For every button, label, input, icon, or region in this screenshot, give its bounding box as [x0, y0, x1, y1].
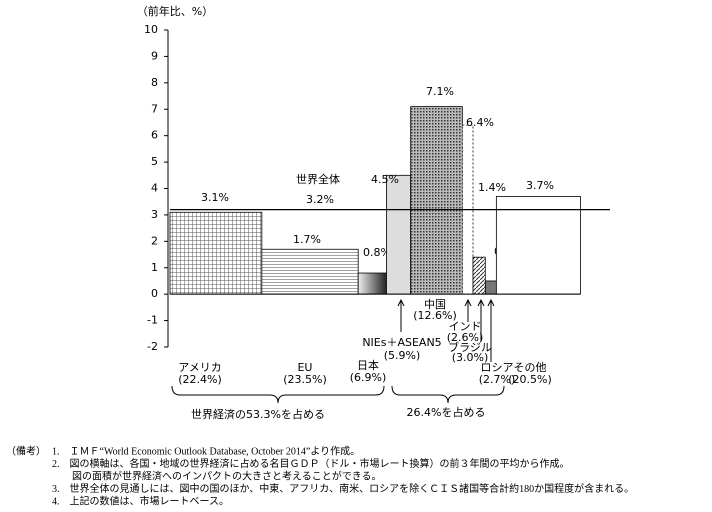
bar [495, 196, 581, 295]
note-line: 2. 図の横軸は、各国・地域の世界経済に占める名目ＧＤＰ（ドル・市場レート換算）… [52, 457, 570, 470]
y-tick-label: -1 [147, 314, 158, 327]
y-tick-label: 1 [151, 261, 158, 274]
category-label: ロシア [481, 361, 514, 374]
share-label: (6.9%) [350, 371, 387, 384]
bar [484, 280, 497, 295]
share-label: (2.6%) [447, 331, 484, 344]
arrow-head [464, 298, 472, 307]
share-label: (20.5%) [508, 373, 552, 386]
value-label: 1.7% [293, 233, 321, 246]
bracket [391, 385, 505, 404]
category-label: その他 [514, 361, 547, 374]
share-label: (12.6%) [413, 309, 457, 322]
category-label: 日本 [357, 358, 379, 372]
value-label: 3.1% [201, 191, 229, 204]
bar [410, 106, 463, 295]
note-line: 図の面積が世界経済へのインパクトの大きさと考えることができる。 [52, 469, 382, 482]
y-tick-label: 8 [151, 76, 158, 89]
bracket-label: 26.4%を占める [407, 405, 486, 419]
arrow-head [477, 298, 485, 307]
bar [357, 272, 387, 295]
y-tick-label: 2 [151, 234, 158, 247]
y-tick-label: 3 [151, 208, 158, 221]
note-line: 4. 上記の数値は、市場レートベース。 [52, 494, 229, 507]
bracket [171, 385, 385, 404]
world-label: 世界全体 [296, 172, 340, 186]
bracket-label: 世界経済の53.3%を占める [191, 407, 325, 421]
bar [261, 248, 359, 295]
arrow-head [487, 298, 495, 307]
world-value-label: 3.2% [306, 193, 334, 206]
share-label: (22.4%) [178, 373, 222, 386]
share-label: (3.0%) [452, 351, 489, 364]
share-label: (2.7%) [479, 373, 516, 386]
y-tick-label: 5 [151, 155, 158, 168]
notes-heading: （備考） [6, 444, 46, 457]
y-axis-title: （前年比、%） [137, 4, 213, 18]
category-label: インド [449, 320, 482, 333]
value-label: 4.5% [371, 173, 399, 186]
bar [169, 211, 263, 295]
value-label: 1.4% [478, 181, 506, 194]
value-label: 7.1% [426, 85, 454, 98]
y-tick-label: 4 [151, 182, 158, 195]
y-tick-label: 10 [144, 23, 158, 36]
value-label: 6.4% [466, 116, 494, 129]
value-label: 0.8% [363, 246, 391, 259]
share-label: (23.5%) [283, 373, 327, 386]
y-tick-label: 0 [151, 287, 158, 300]
bar [472, 256, 486, 295]
category-label: アメリカ [178, 361, 221, 374]
note-line: 3. 世界全体の見通しには、図中の国のほか、中東、アフリカ、南米、ロシアを除くＣ… [52, 482, 634, 495]
arrow-head [397, 298, 405, 307]
y-tick-label: 7 [151, 102, 158, 115]
value-label: 3.7% [526, 179, 554, 192]
category-label: EU [297, 361, 312, 374]
category-label: NIEs＋ASEAN5 [362, 336, 441, 349]
share-label: (5.9%) [384, 349, 421, 362]
category-label: 中国 [424, 298, 446, 311]
note-line: 1. ＩＭＦ“World Economic Outlook Database, … [52, 445, 360, 457]
bar [386, 174, 412, 295]
category-label: ブラジル [448, 340, 492, 354]
y-tick-label: 9 [151, 49, 158, 62]
y-tick-label: -2 [147, 340, 158, 353]
y-tick-label: 6 [151, 129, 158, 142]
